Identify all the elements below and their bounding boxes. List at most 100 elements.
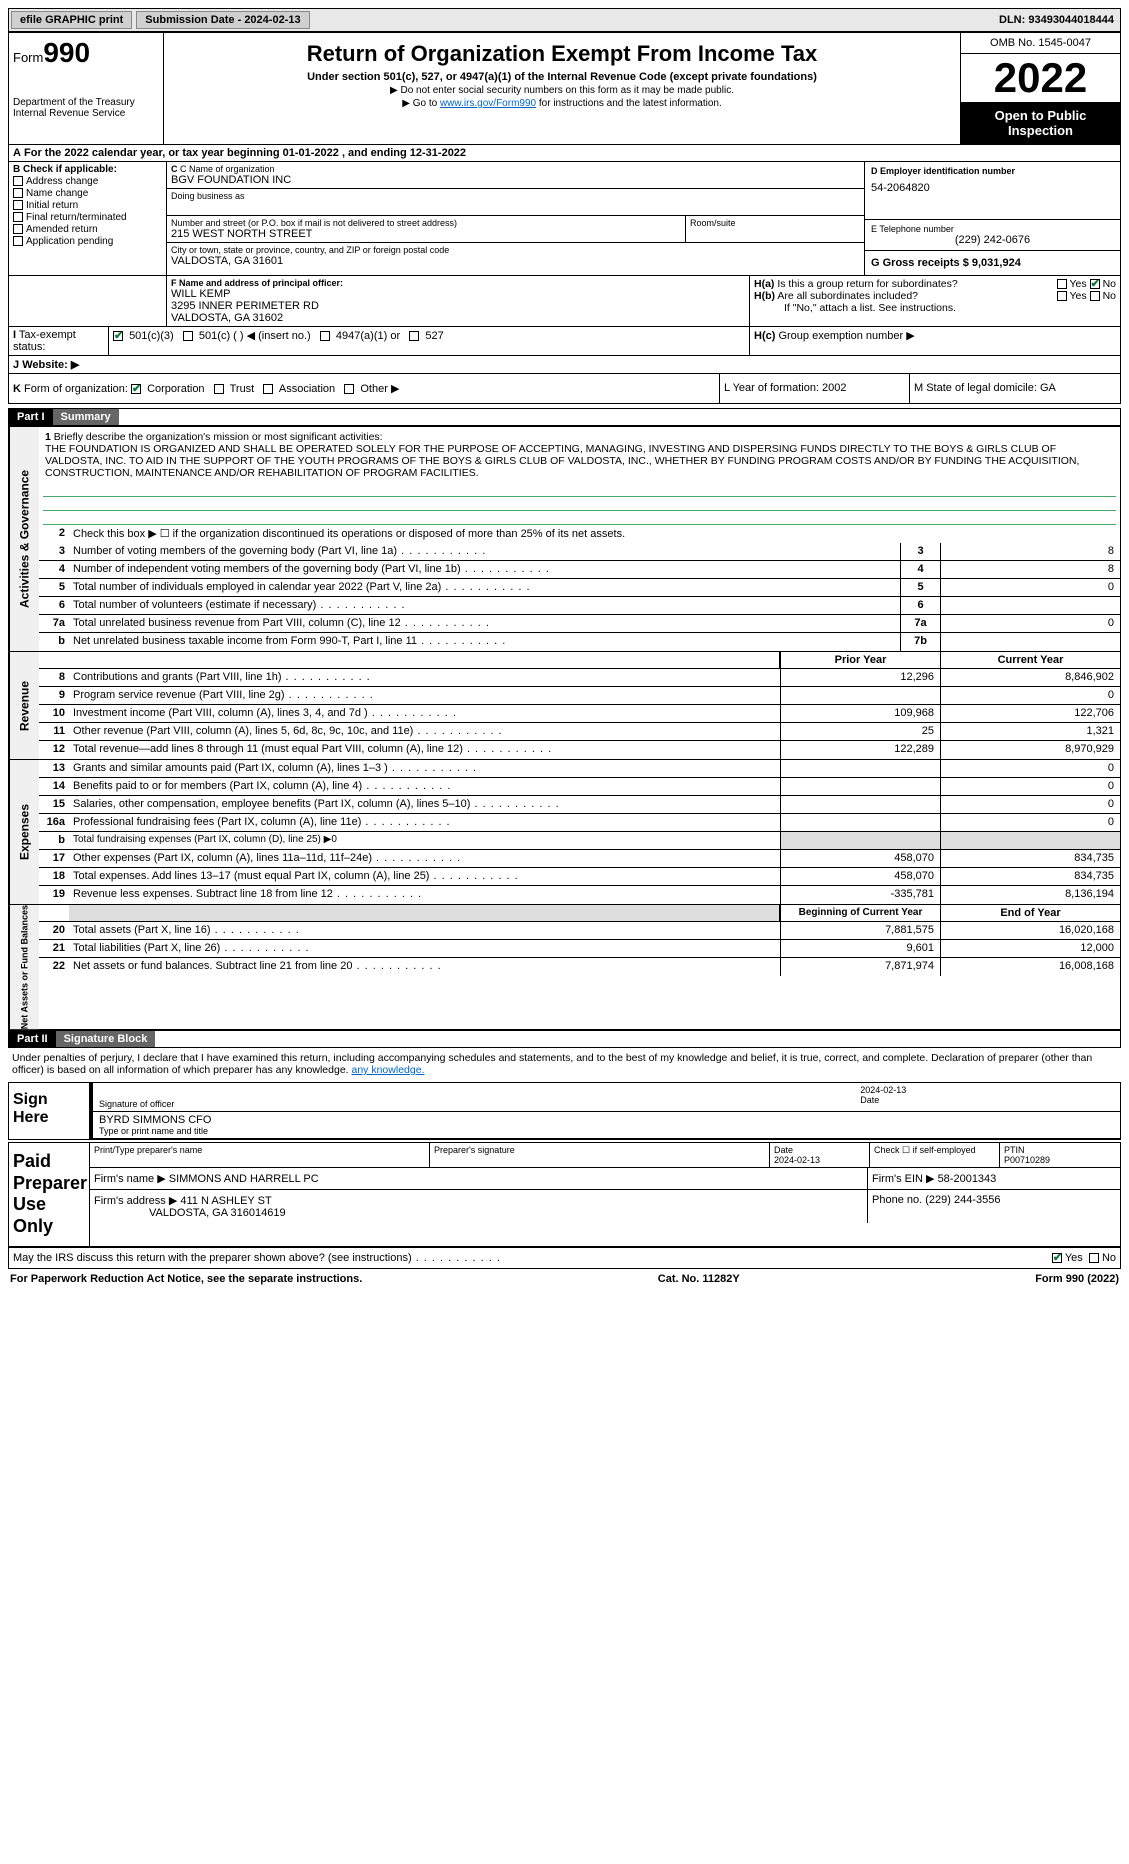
sig-officer-line: Signature of officer 2024-02-13Date — [89, 1083, 1120, 1112]
exp-line-13: 13 Grants and similar amounts paid (Part… — [39, 760, 1120, 778]
vbar-net: Net Assets or Fund Balances — [9, 905, 39, 1029]
b-label: B Check if applicable: — [13, 164, 162, 175]
summary-gov: Activities & Governance 1 Briefly descri… — [8, 426, 1121, 652]
firm-name: SIMMONS AND HARRELL PC — [169, 1173, 319, 1185]
officer-addr1: 3295 INNER PERIMETER RD — [171, 300, 745, 312]
checkbox-icon[interactable] — [409, 331, 419, 341]
firm-addr: 411 N ASHLEY ST — [180, 1195, 271, 1207]
checkbox-icon[interactable] — [13, 188, 23, 198]
no-label: No — [1102, 1252, 1116, 1264]
current-year-hdr: Current Year — [940, 652, 1120, 668]
irs-label: Internal Revenue Service — [13, 108, 159, 119]
checkbox-checked-icon[interactable] — [1090, 279, 1100, 289]
sig-para-text: Under penalties of perjury, I declare th… — [12, 1052, 1092, 1076]
summary-net: Net Assets or Fund Balances Beginning of… — [8, 905, 1121, 1030]
sig-typed-line: BYRD SIMMONS CFOType or print name and t… — [89, 1112, 1120, 1139]
k-row: K Form of organization: Corporation Trus… — [8, 374, 1121, 404]
tax-exempt-opts: 501(c)(3) 501(c) ( ) ◀ (insert no.) 4947… — [109, 327, 750, 355]
checkbox-icon[interactable] — [1057, 291, 1067, 301]
efile-graphic-label: efile GRAPHIC print — [11, 11, 132, 29]
firm-city: VALDOSTA, GA 316014619 — [149, 1207, 286, 1219]
vbar-rev: Revenue — [9, 652, 39, 759]
sig-officer-label: Signature of officer — [99, 1099, 174, 1109]
checkbox-icon[interactable] — [183, 331, 193, 341]
goto-link-line: ▶ Go to www.irs.gov/Form990 for instruct… — [168, 98, 956, 109]
sig-date-value: 2024-02-13 — [860, 1085, 1114, 1095]
checkbox-icon[interactable] — [13, 236, 23, 246]
checkbox-icon[interactable] — [1057, 279, 1067, 289]
checkbox-icon[interactable] — [214, 384, 224, 394]
net-line-22: 22 Net assets or fund balances. Subtract… — [39, 958, 1120, 976]
checkbox-icon[interactable] — [344, 384, 354, 394]
summary-exp: Expenses 13 Grants and similar amounts p… — [8, 760, 1121, 905]
street-value: 215 WEST NORTH STREET — [171, 228, 681, 240]
prep-row1: Print/Type preparer's name Preparer's si… — [90, 1143, 1120, 1168]
m-state: M State of legal domicile: GA — [910, 374, 1120, 403]
prep-row2: Firm's name ▶ SIMMONS AND HARRELL PC Fir… — [90, 1168, 1120, 1190]
period-value: For the 2022 calendar year, or tax year … — [24, 147, 466, 159]
rev-col-hdr: Prior Year Current Year — [39, 652, 1120, 669]
chk-label: Application pending — [26, 236, 113, 247]
firm-name-label: Firm's name ▶ — [94, 1173, 166, 1185]
checkbox-icon[interactable] — [13, 224, 23, 234]
prior-year-hdr: Prior Year — [780, 652, 940, 668]
org-name: BGV FOUNDATION INC — [171, 174, 860, 186]
checkbox-icon[interactable] — [13, 200, 23, 210]
checkbox-icon[interactable] — [320, 331, 330, 341]
may-irs-text: May the IRS discuss this return with the… — [13, 1252, 501, 1264]
checkbox-checked-icon[interactable] — [1052, 1253, 1062, 1263]
net-lines: 20 Total assets (Part X, line 16) 7,881,… — [39, 922, 1120, 976]
gov-line-5: 5 Total number of individuals employed i… — [39, 579, 1120, 597]
footer-year: (2022) — [1087, 1273, 1119, 1285]
irs-link[interactable]: www.irs.gov/Form990 — [440, 98, 536, 109]
header-center: Return of Organization Exempt From Incom… — [164, 33, 960, 144]
exp-lines: 13 Grants and similar amounts paid (Part… — [39, 760, 1120, 904]
row-a-period: A For the 2022 calendar year, or tax yea… — [8, 145, 1121, 162]
city-label: City or town, state or province, country… — [171, 245, 860, 255]
k-label: Form of organization: — [24, 383, 128, 395]
tax-year: 2022 — [961, 54, 1120, 102]
form-990-number: 990 — [43, 37, 90, 68]
opt-501c3: 501(c)(3) — [129, 330, 174, 342]
rev-line-11: 11 Other revenue (Part VIII, column (A),… — [39, 723, 1120, 741]
room-label: Room/suite — [690, 218, 860, 228]
gov-line-3: 3 Number of voting members of the govern… — [39, 543, 1120, 561]
exp-line-15: 15 Salaries, other compensation, employe… — [39, 796, 1120, 814]
rev-line-8: 8 Contributions and grants (Part VIII, l… — [39, 669, 1120, 687]
exp-line-16a: 16a Professional fundraising fees (Part … — [39, 814, 1120, 832]
sign-here-block: Sign Here Signature of officer 2024-02-1… — [8, 1082, 1121, 1140]
section-f: F Name and address of principal officer:… — [167, 276, 750, 326]
section-d-block: D Employer identification number 54-2064… — [865, 162, 1120, 275]
section-h: H(a) Is this a group return for subordin… — [750, 276, 1120, 326]
prep-date-val: 2024-02-13 — [774, 1155, 820, 1165]
chk-label: Initial return — [26, 200, 78, 211]
footer-form: Form — [1035, 1273, 1063, 1285]
any-knowledge-link[interactable]: any knowledge. — [352, 1064, 425, 1076]
checkbox-checked-icon[interactable] — [113, 331, 123, 341]
yes-label: Yes — [1065, 1252, 1083, 1264]
identity-block: B Check if applicable: Address change Na… — [8, 162, 1121, 276]
checkbox-icon[interactable] — [13, 176, 23, 186]
firm-ein-label: Firm's EIN ▶ — [872, 1173, 935, 1185]
ein-box: D Employer identification number 54-2064… — [865, 162, 1120, 220]
omb-number: OMB No. 1545-0047 — [961, 33, 1120, 54]
typed-name: BYRD SIMMONS CFO — [99, 1114, 1114, 1126]
d-label: D Employer identification number — [871, 166, 1114, 176]
page-footer: For Paperwork Reduction Act Notice, see … — [8, 1269, 1121, 1289]
checkbox-icon[interactable] — [1090, 291, 1100, 301]
part1-label: Part I — [9, 409, 53, 425]
checkbox-icon[interactable] — [13, 212, 23, 222]
checkbox-icon[interactable] — [263, 384, 273, 394]
phone-box: E Telephone number (229) 242-0676 — [865, 220, 1120, 251]
chk-initial-return: Initial return — [13, 200, 162, 211]
no-label: No — [1103, 290, 1116, 302]
firm-phone-label: Phone no. — [872, 1194, 922, 1206]
blank-line — [43, 511, 1116, 525]
checkbox-checked-icon[interactable] — [131, 384, 141, 394]
exp-line-19: 19 Revenue less expenses. Subtract line … — [39, 886, 1120, 904]
begin-year-hdr: Beginning of Current Year — [780, 905, 940, 921]
h-b-row: H(b) Are all subordinates included? Yes … — [754, 290, 1116, 302]
checkbox-icon[interactable] — [1089, 1253, 1099, 1263]
opt-trust: Trust — [230, 383, 255, 395]
chk-label: Address change — [26, 176, 98, 187]
